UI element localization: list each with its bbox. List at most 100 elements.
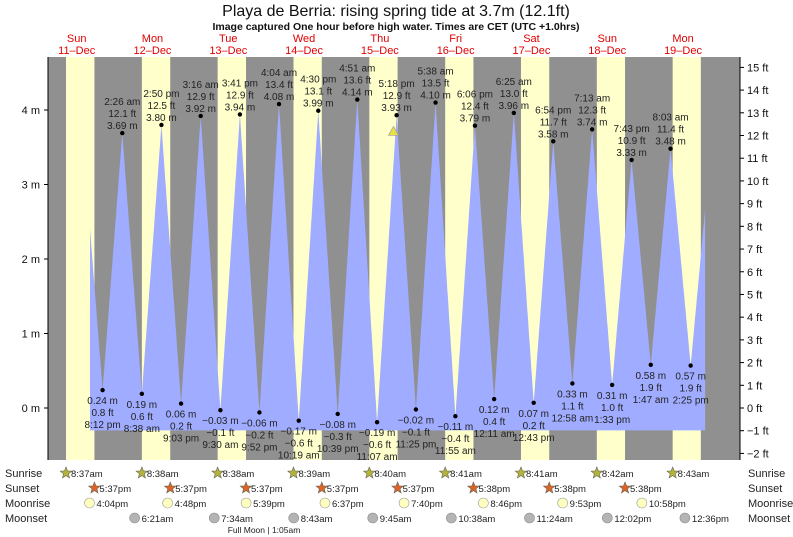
- high-tide-point: [198, 113, 203, 119]
- day-name: Thu: [370, 33, 389, 45]
- sunrise-icon: [438, 466, 452, 479]
- moonrise-icon: [240, 497, 252, 509]
- high-tide-label: 7:43 pm: [614, 124, 650, 135]
- moonrise-icon: [478, 497, 489, 509]
- sunset-icon: [466, 481, 480, 494]
- low-tide-label: −0.03 m: [202, 416, 238, 427]
- sunrise-icon: [362, 466, 376, 479]
- y-tick-label-ft: −1 ft: [747, 426, 769, 438]
- sunset-icon: [391, 481, 405, 494]
- high-tide-label: 4:04 am: [261, 68, 297, 79]
- sunset-icon: [542, 481, 556, 494]
- y-tick-label-ft: 8 ft: [747, 221, 762, 233]
- high-tide-label: 11.7 ft: [540, 117, 567, 128]
- low-tide-point: [178, 401, 184, 406]
- axes: 0 m 1 m 2 m 3 m 4 m −2 ft −1 ft 0 ft 1 ft 2 ft 3 f…: [22, 57, 769, 460]
- low-tide-label: 1.9 ft: [680, 384, 702, 395]
- sunrise-time: 8:37am: [71, 469, 103, 480]
- low-tide-label: −0.2 ft: [245, 430, 273, 441]
- moonset-time: 12:36pm: [692, 514, 729, 525]
- day-date: 12–Dec: [134, 45, 172, 57]
- high-tide-label: 3:41 pm: [222, 78, 258, 89]
- moonrise-time: 4:48pm: [175, 499, 207, 510]
- moonrise-icon: [162, 497, 173, 509]
- low-tide-label: −0.3 ft: [324, 432, 352, 443]
- low-tide-point: [139, 391, 145, 397]
- moonrise-time: 4:04pm: [97, 499, 129, 510]
- moonrise-time: 9:53pm: [570, 499, 602, 510]
- y-tick-label-ft: 0 ft: [747, 403, 762, 415]
- low-tide-label: −0.02 m: [398, 415, 434, 426]
- low-tide-label: −0.17 m: [281, 427, 317, 438]
- low-tide-label: 0.19 m: [127, 400, 158, 411]
- low-tide-point: [257, 410, 262, 415]
- day-name: Sun: [597, 33, 617, 45]
- high-tide-label: 10.9 ft: [618, 136, 646, 147]
- high-tide-label: 3.79 m: [460, 114, 491, 125]
- moonset-time: 6:21am: [142, 514, 174, 525]
- high-tide-label: 2:26 am: [104, 97, 140, 108]
- sunrise-time: 8:38am: [147, 469, 179, 480]
- high-tide-label: 3.33 m: [616, 148, 647, 159]
- sunset-icon: [618, 481, 632, 494]
- low-tide-point: [688, 363, 693, 368]
- tide-area: [89, 102, 706, 431]
- moonset-icon: [524, 512, 535, 524]
- sunrise-time: 8:38am: [223, 469, 255, 480]
- sun-moon-rows: Sunrise Sunrise Sunset Sunset Moonrise Moonri…: [5, 466, 793, 535]
- low-tide-label: 9:03 pm: [163, 434, 199, 445]
- high-tide-label: 6:54 pm: [535, 105, 571, 116]
- moonset-time: 11:24am: [537, 514, 573, 525]
- low-tide-point: [100, 387, 105, 393]
- low-tide-label: 11:07 am: [357, 452, 398, 463]
- low-tide-label: 0.4 ft: [483, 417, 505, 428]
- day-name: Sun: [67, 33, 87, 45]
- high-tide-label: 13.1 ft: [304, 87, 332, 98]
- high-tide-label: 6:25 am: [496, 77, 532, 88]
- moonrise-time: 5:39pm: [253, 499, 285, 510]
- high-tide-point: [394, 113, 399, 118]
- high-tide-label: 12.9 ft: [383, 91, 411, 102]
- sunrise-icon: [287, 466, 300, 479]
- high-tide-label: 12.3 ft: [578, 105, 606, 116]
- high-tide-label: 3.93 m: [381, 103, 412, 114]
- day-date: 14–Dec: [285, 45, 323, 57]
- high-tide-point: [668, 146, 673, 151]
- day-date: 11–Dec: [58, 45, 96, 57]
- low-tide-point: [453, 413, 458, 419]
- high-tide-point: [472, 123, 478, 128]
- high-tide-point: [355, 97, 360, 102]
- high-tide-point: [159, 122, 164, 128]
- high-tide-point: [511, 110, 517, 116]
- low-tide-label: 0.8 ft: [91, 408, 113, 419]
- sunrise-time: 8:43am: [678, 469, 710, 480]
- day-date: 13–Dec: [209, 45, 247, 57]
- high-tide-label: 12.9 ft: [187, 92, 215, 103]
- low-tide-point: [413, 407, 419, 412]
- high-tide-label: 3.92 m: [185, 104, 216, 115]
- high-tide-label: 7:13 am: [574, 93, 610, 104]
- low-tide-label: 0.12 m: [479, 405, 510, 416]
- high-tide-label: 5:18 pm: [379, 79, 415, 90]
- sunset-time: 5:37pm: [327, 484, 359, 495]
- sunset-icon: [239, 481, 253, 494]
- day-name: Wed: [293, 33, 315, 45]
- moonset-time: 12:02pm: [614, 514, 651, 525]
- high-tide-point: [433, 100, 438, 105]
- y-tick-label-ft: 13 ft: [747, 108, 768, 120]
- y-tick-label-ft: 7 ft: [747, 244, 762, 256]
- low-tide-label: 0.2 ft: [170, 422, 192, 433]
- high-tide-label: 4.10 m: [420, 91, 451, 102]
- moonrise-icon: [557, 497, 568, 509]
- moonrise-time: 6:37pm: [332, 499, 364, 510]
- y-tick-label-m: 4 m: [22, 105, 40, 117]
- low-tide-point: [609, 382, 615, 388]
- sunrise-time: 8:40am: [374, 469, 406, 480]
- moonset-icon: [129, 512, 140, 524]
- high-tide-point: [120, 130, 125, 136]
- moonrise-icon: [398, 497, 410, 509]
- sunrise-row-label-right: Sunrise: [748, 468, 785, 480]
- high-tide-label: 13.5 ft: [422, 79, 450, 90]
- y-tick-label-ft: 9 ft: [747, 199, 762, 211]
